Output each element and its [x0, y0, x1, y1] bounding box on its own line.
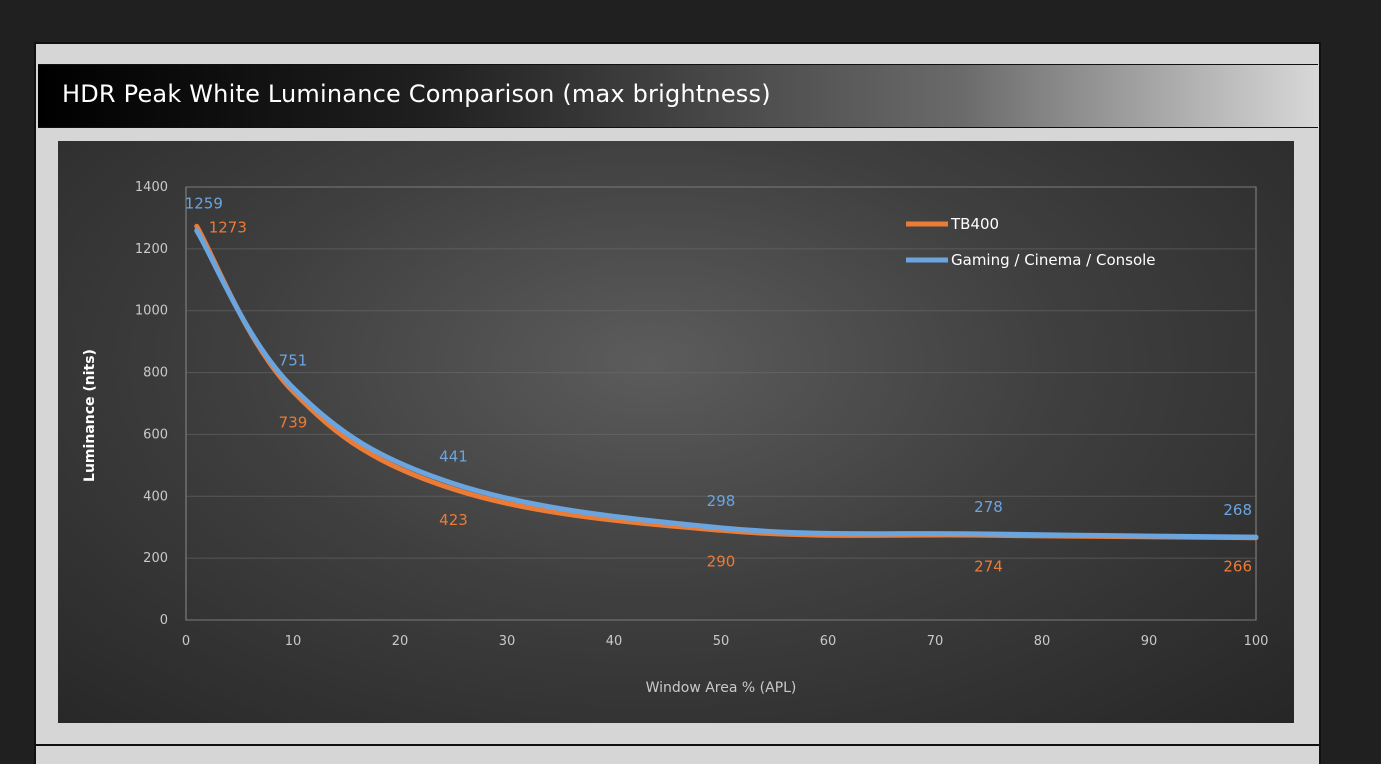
- x-tick-label: 90: [1141, 634, 1158, 649]
- gaming-data-label: 751: [279, 352, 308, 370]
- y-tick-label: 200: [143, 551, 168, 566]
- x-tick-label: 50: [713, 634, 730, 649]
- x-tick-label: 10: [285, 634, 302, 649]
- legend-label: TB400: [950, 215, 999, 233]
- x-tick-label: 100: [1244, 634, 1269, 649]
- gaming-data-label: 278: [974, 498, 1003, 516]
- x-tick-label: 80: [1034, 634, 1051, 649]
- gaming-data-label: 268: [1223, 501, 1252, 519]
- tb400-data-label: 423: [439, 511, 468, 529]
- line-chart: 0 200 400 600 800 1000 1200 1400 0 10 20 30 40 50 60 7…: [82, 180, 1269, 696]
- chart-title: HDR Peak White Luminance Comparison (max…: [62, 80, 771, 108]
- x-axis-title: Window Area % (APL): [646, 680, 797, 696]
- series-lines: [194, 223, 1259, 541]
- y-tick-label: 800: [143, 366, 168, 381]
- x-tick-label: 60: [820, 634, 837, 649]
- x-tick-label: 20: [392, 634, 409, 649]
- frame-top-border: [36, 42, 1319, 44]
- x-tick-label: 30: [499, 634, 516, 649]
- y-tick-label: 1200: [135, 242, 168, 257]
- tb400-data-label: 274: [974, 557, 1003, 575]
- tb400-data-label: 739: [279, 413, 308, 431]
- tb400-data-label: 290: [707, 552, 736, 570]
- y-tick-label: 0: [160, 613, 168, 628]
- x-tick-labels: 0 10 20 30 40 50 60 70 80 90 100: [182, 634, 1269, 649]
- tb400-data-label: 1273: [209, 218, 247, 236]
- y-tick-labels: 0 200 400 600 800 1000 1200 1400: [135, 180, 168, 628]
- y-tick-label: 600: [143, 427, 168, 442]
- frame-bottom-border: [36, 744, 1319, 746]
- y-tick-label: 1400: [135, 180, 168, 195]
- y-axis-title: Luminance (nits): [82, 349, 98, 482]
- title-bar: HDR Peak White Luminance Comparison (max…: [38, 64, 1318, 128]
- plot-background: 0 200 400 600 800 1000 1200 1400 0 10 20 30 40 50 60 7…: [58, 141, 1294, 723]
- chart-frame: HDR Peak White Luminance Comparison (max…: [34, 42, 1321, 764]
- legend: TB400 Gaming / Cinema / Console: [906, 215, 1156, 269]
- gridlines: [185, 186, 1257, 621]
- data-labels: 1273 739 423 290 274 266 1259 751 441 298 278 268: [185, 195, 1252, 576]
- tb400-data-label: 266: [1223, 558, 1252, 576]
- y-tick-label: 400: [143, 489, 168, 504]
- x-tick-label: 40: [606, 634, 623, 649]
- gaming-line: [194, 228, 1259, 540]
- x-tick-label: 70: [927, 634, 944, 649]
- gaming-data-label: 1259: [185, 195, 223, 213]
- y-tick-label: 1000: [135, 304, 168, 319]
- x-tick-label: 0: [182, 634, 190, 649]
- legend-label: Gaming / Cinema / Console: [951, 251, 1156, 269]
- gaming-data-label: 298: [707, 492, 736, 510]
- gaming-data-label: 441: [439, 448, 468, 466]
